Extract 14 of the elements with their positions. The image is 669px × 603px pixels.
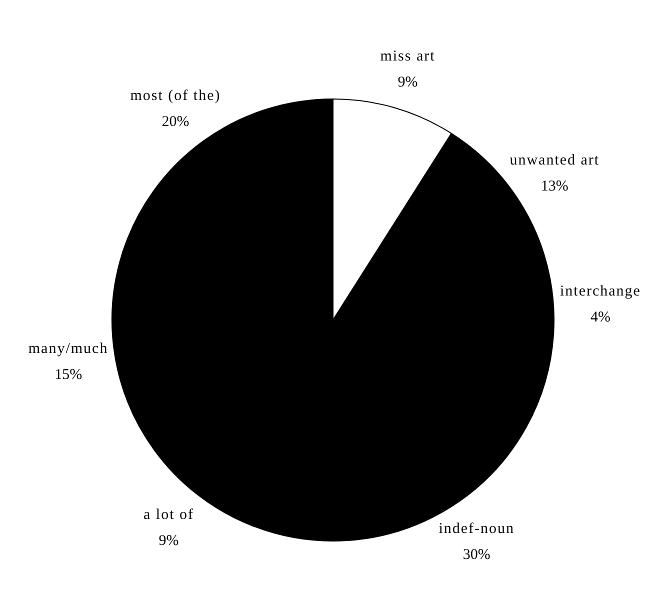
data-label: 9% bbox=[158, 533, 179, 550]
slice-label: unwanted art bbox=[510, 152, 600, 169]
data-label: 30% bbox=[462, 547, 490, 564]
data-label: 20% bbox=[162, 114, 190, 130]
slice-label: miss art bbox=[380, 48, 436, 64]
data-label: 4% bbox=[590, 310, 610, 326]
data-label: 15% bbox=[54, 366, 82, 383]
slice-label: indef-noun bbox=[438, 521, 515, 538]
slice-label: most (of the) bbox=[130, 88, 221, 104]
slice-label: interchange bbox=[560, 284, 641, 300]
data-label: 13% bbox=[540, 178, 568, 195]
data-label: 9% bbox=[398, 74, 418, 90]
slice-label: a lot of bbox=[143, 507, 194, 524]
slice-label: many/much bbox=[28, 340, 108, 357]
